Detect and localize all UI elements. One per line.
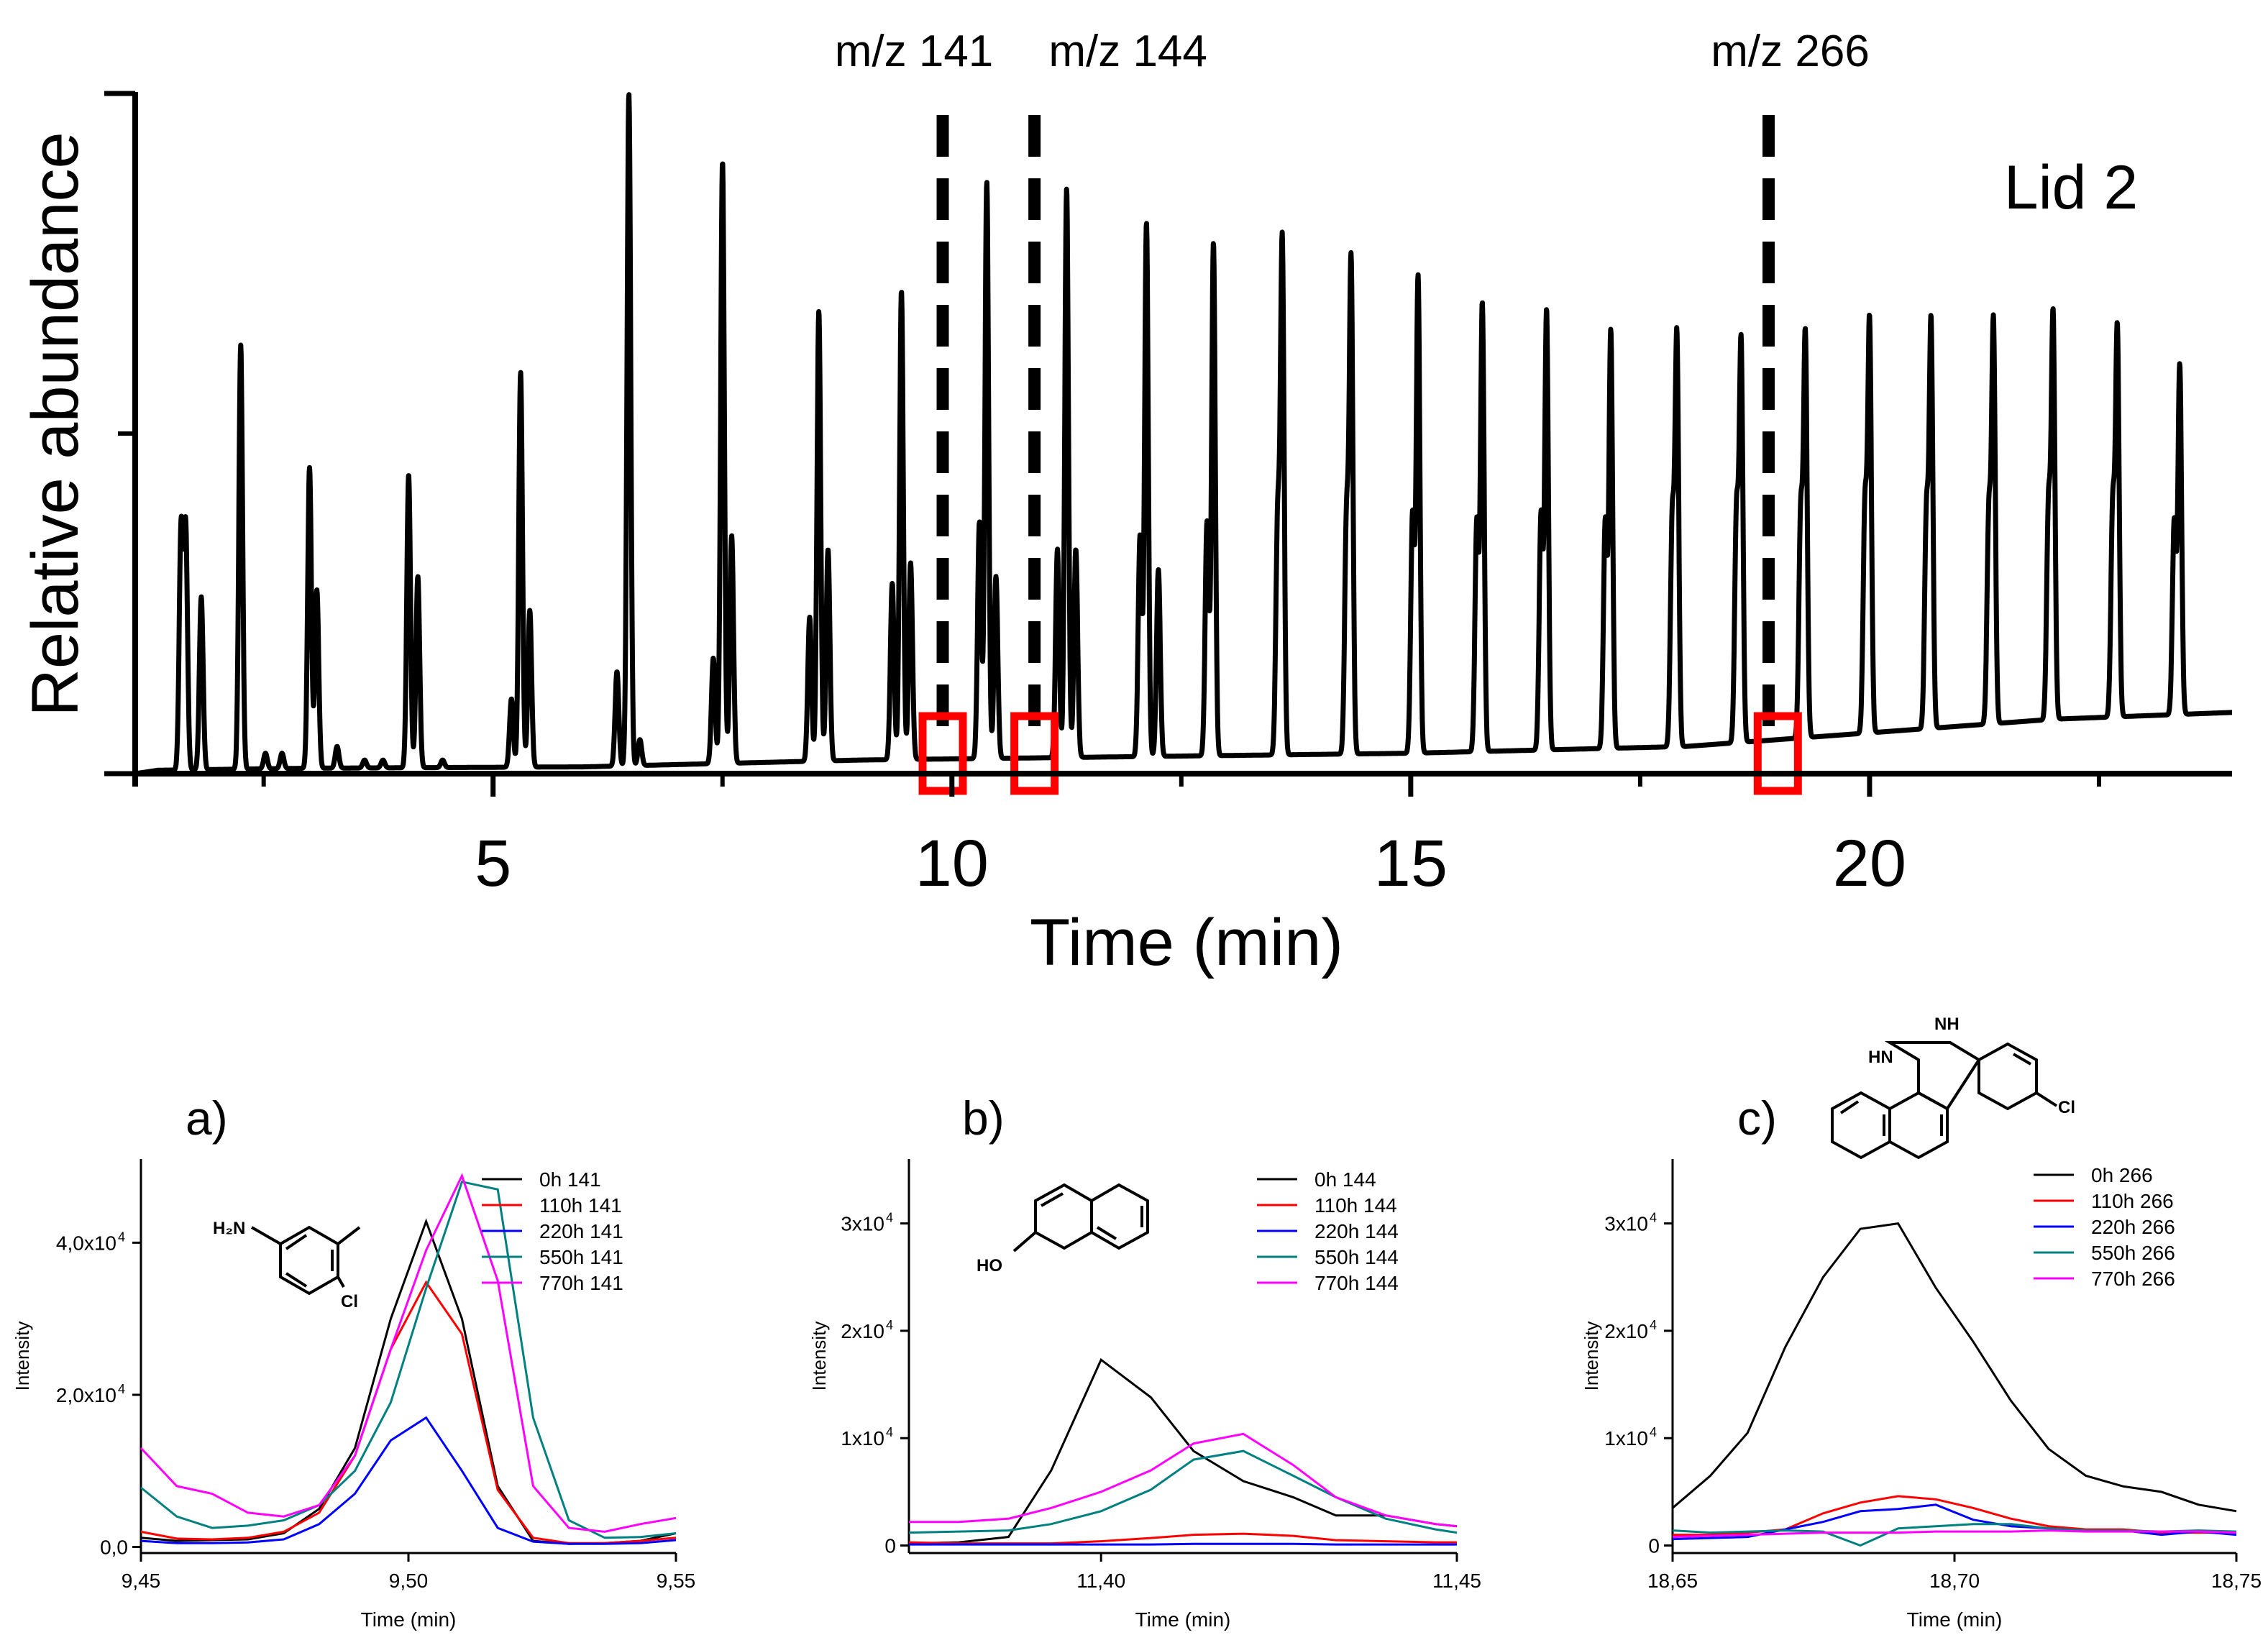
legend-entry: 220h 141 bbox=[539, 1220, 623, 1242]
main-y-axis-label: Relative abundance bbox=[19, 132, 92, 716]
panel-c-molecule-cl: Cl bbox=[2058, 1098, 2075, 1117]
legend-entry: 110h 266 bbox=[2091, 1190, 2174, 1212]
legend-entry: 770h 141 bbox=[539, 1272, 623, 1294]
panel-x-tick-label: 18,70 bbox=[1929, 1570, 1980, 1592]
panel-x-tick-label: 9,55 bbox=[657, 1570, 696, 1592]
legend-entry: 550h 266 bbox=[2091, 1242, 2175, 1264]
legend-entry: 0h 266 bbox=[2091, 1164, 2153, 1186]
panel-x-axis-label: Time (min) bbox=[1135, 1608, 1231, 1631]
panel-x-axis-label: Time (min) bbox=[361, 1608, 457, 1631]
panel-b-molecule-ho: HO bbox=[977, 1256, 1002, 1276]
main-chromatogram: m/z 141 m/z 144 m/z 266 5 10 15 20 Time (min)… bbox=[19, 27, 2234, 979]
series-line bbox=[1672, 1222, 2237, 1513]
legend-entry: 110h 141 bbox=[539, 1194, 622, 1217]
panel-y-tick-exponent: 4 bbox=[886, 1425, 893, 1439]
panel-y-tick-exponent: 4 bbox=[1650, 1211, 1657, 1225]
panel-y-tick-label: 0,0 bbox=[100, 1536, 128, 1559]
highlight-box bbox=[918, 712, 967, 795]
panel-c-molecule-hn: HN bbox=[1868, 1048, 1893, 1067]
panel-x-tick-label: 18,75 bbox=[2211, 1570, 2262, 1592]
panel-a: a) H₂N Cl 0,02,0x10 44,0x10 49,45 9,50 9,55T… bbox=[12, 1091, 695, 1631]
panel-a-molecule-nh2: H₂N bbox=[213, 1219, 245, 1238]
panel-x-tick-label: 11,40 bbox=[1076, 1570, 1125, 1592]
chromatogram-trace bbox=[133, 92, 2234, 777]
panel-y-tick-label: 2x10 bbox=[1604, 1320, 1648, 1342]
main-x-tick-label: 5 bbox=[475, 827, 511, 900]
panel-y-tick-label: 3x10 bbox=[841, 1213, 884, 1235]
panel-a-molecule-cl: Cl bbox=[341, 1292, 358, 1311]
panel-b-label: b) bbox=[962, 1091, 1005, 1145]
mz-markers: m/z 141 m/z 144 m/z 266 bbox=[835, 27, 1870, 733]
series-line bbox=[140, 1416, 677, 1545]
highlight-boxes bbox=[918, 712, 1802, 795]
legend-entry: 550h 141 bbox=[539, 1246, 623, 1268]
series-line bbox=[140, 1218, 677, 1545]
panel-x-tick-label: 11,45 bbox=[1432, 1570, 1481, 1592]
panel-y-axis-label: Intensity bbox=[12, 1322, 33, 1391]
main-axes bbox=[104, 91, 2232, 787]
main-x-tick-label: 15 bbox=[1374, 827, 1448, 900]
panel-y-tick-label: 0 bbox=[1648, 1535, 1660, 1557]
panel-x-tick-label: 18,65 bbox=[1647, 1570, 1698, 1592]
panel-y-tick-label: 4,0x10 bbox=[56, 1232, 116, 1254]
series-line bbox=[1673, 1495, 2236, 1536]
panel-c-label: c) bbox=[1737, 1091, 1777, 1145]
mz-marker-label: m/z 144 bbox=[1048, 27, 1207, 76]
series-line bbox=[908, 1357, 1458, 1545]
panel-y-tick-exponent: 4 bbox=[1650, 1318, 1657, 1332]
panel-y-tick-exponent: 4 bbox=[118, 1229, 125, 1244]
legend-entry: 110h 144 bbox=[1314, 1194, 1397, 1217]
panel-x-axis-label: Time (min) bbox=[1907, 1608, 2003, 1631]
legend-entry: 0h 144 bbox=[1314, 1168, 1376, 1191]
lid-label: Lid 2 bbox=[2004, 153, 2139, 222]
legend-entry: 770h 144 bbox=[1314, 1272, 1399, 1294]
legend-entry: 0h 141 bbox=[539, 1168, 601, 1191]
panel-a-label: a) bbox=[186, 1091, 228, 1145]
panel-y-tick-label: 1x10 bbox=[841, 1427, 884, 1449]
main-x-ticks: 5 10 15 20 bbox=[261, 774, 2101, 900]
panel-c-molecule-nh: NH bbox=[1934, 1015, 1960, 1034]
series-line bbox=[909, 1432, 1458, 1528]
mz-marker-label: m/z 266 bbox=[1711, 27, 1870, 76]
panel-y-tick-label: 0 bbox=[884, 1535, 896, 1557]
highlight-box bbox=[1753, 712, 1802, 795]
main-x-axis-label: Time (min) bbox=[1030, 906, 1343, 979]
panel-y-tick-label: 2x10 bbox=[841, 1320, 884, 1342]
panel-a-molecule bbox=[251, 1225, 361, 1296]
panel-y-tick-label: 3x10 bbox=[1604, 1213, 1648, 1235]
series-line bbox=[1672, 1529, 2237, 1539]
mz-marker-label: m/z 141 bbox=[835, 27, 994, 76]
legend-entry: 220h 144 bbox=[1314, 1220, 1399, 1242]
panel-y-tick-exponent: 4 bbox=[886, 1318, 893, 1332]
series-line bbox=[140, 1173, 677, 1533]
panel-y-tick-exponent: 4 bbox=[118, 1382, 125, 1396]
panel-y-tick-exponent: 4 bbox=[886, 1211, 893, 1225]
panel-b-molecule bbox=[1012, 1183, 1149, 1252]
series-line bbox=[140, 1280, 677, 1544]
legend-entry: 770h 266 bbox=[2091, 1268, 2175, 1290]
panel-y-tick-label: 1x10 bbox=[1604, 1427, 1648, 1449]
panel-c-molecule bbox=[1831, 1041, 2058, 1160]
panel-x-tick-label: 9,50 bbox=[389, 1570, 429, 1592]
legend-entry: 220h 266 bbox=[2091, 1216, 2175, 1238]
main-x-tick-label: 20 bbox=[1833, 827, 1906, 900]
panel-y-axis-label: Intensity bbox=[808, 1322, 830, 1391]
legend-entry: 550h 144 bbox=[1314, 1246, 1399, 1268]
main-x-tick-label: 10 bbox=[915, 827, 989, 900]
series-line bbox=[908, 1449, 1458, 1534]
panel-y-axis-label: Intensity bbox=[1581, 1322, 1602, 1391]
highlight-box bbox=[1010, 712, 1059, 795]
chromatogram-line bbox=[133, 92, 2234, 777]
panel-y-tick-label: 2,0x10 bbox=[56, 1384, 116, 1406]
panel-x-tick-label: 9,45 bbox=[122, 1570, 161, 1592]
panel-y-tick-exponent: 4 bbox=[1650, 1425, 1657, 1439]
